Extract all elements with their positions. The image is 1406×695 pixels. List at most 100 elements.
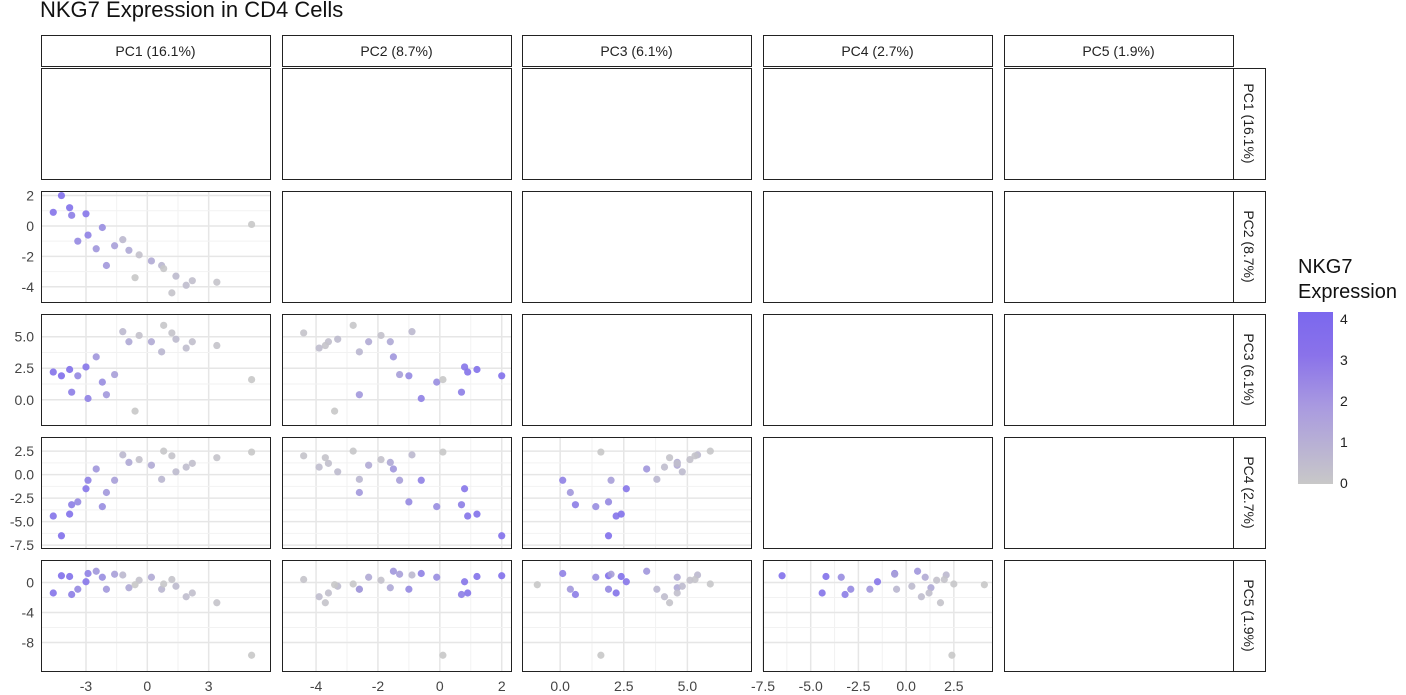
x-tick-label: 2.5	[944, 678, 964, 694]
data-point	[660, 593, 669, 601]
panel-border	[522, 560, 752, 672]
data-point	[643, 567, 651, 575]
data-point	[102, 261, 111, 270]
data-point	[131, 407, 139, 415]
data-point	[607, 570, 615, 578]
data-point	[57, 532, 66, 540]
data-point	[439, 651, 447, 659]
data-point	[457, 388, 466, 396]
panel-r3-c3	[522, 314, 752, 426]
data-point	[464, 512, 472, 520]
data-point	[66, 572, 74, 581]
data-point	[365, 573, 373, 581]
data-point	[321, 454, 329, 462]
data-point	[84, 476, 92, 484]
data-point	[665, 599, 674, 607]
facet-label-top-2: PC2 (8.7%)	[360, 43, 432, 59]
data-point	[837, 573, 845, 581]
data-point	[386, 458, 394, 466]
data-point	[355, 391, 363, 399]
data-point	[98, 503, 106, 511]
panel-border	[282, 191, 512, 303]
data-point	[321, 599, 329, 607]
data-point	[172, 335, 180, 343]
data-point	[673, 573, 681, 581]
x-tick-label: 0.0	[896, 678, 916, 694]
facet-strip-right-3	[1233, 314, 1266, 426]
data-point	[125, 458, 133, 466]
data-point	[355, 585, 363, 593]
x-tick-label: 0.0	[550, 678, 570, 694]
data-point	[334, 468, 342, 476]
data-point	[377, 455, 385, 464]
data-point	[665, 454, 674, 462]
data-point	[147, 257, 156, 265]
data-point	[68, 388, 76, 396]
data-point	[68, 501, 76, 509]
data-point	[172, 272, 180, 280]
data-point	[389, 353, 398, 361]
data-point	[691, 452, 699, 460]
chart-title: NKG7 Expression in CD4 Cells	[40, 0, 344, 22]
data-point	[158, 475, 166, 483]
y-tick-label: -5.0	[10, 514, 34, 530]
data-point	[315, 593, 323, 601]
data-point	[324, 459, 333, 467]
data-point	[160, 264, 168, 273]
data-point	[940, 575, 948, 584]
data-point	[405, 372, 413, 380]
data-point	[125, 246, 133, 254]
data-point	[498, 532, 506, 540]
data-point	[74, 372, 82, 380]
legend-tick-label: 2	[1340, 393, 1348, 410]
data-point	[135, 331, 143, 340]
data-point	[102, 488, 111, 497]
panel-r4-c5	[1004, 437, 1234, 549]
data-point	[604, 585, 613, 593]
data-point	[405, 498, 413, 506]
panel-border	[282, 314, 512, 426]
data-point	[433, 573, 441, 581]
data-point	[678, 582, 686, 590]
data-point	[188, 338, 196, 346]
data-point	[182, 463, 190, 471]
data-point	[102, 391, 111, 399]
data-point	[82, 485, 90, 493]
data-point	[706, 580, 714, 588]
legend-tick-label: 0	[1340, 475, 1348, 491]
facet-strip-top-4	[763, 35, 993, 67]
data-point	[355, 488, 363, 497]
data-point	[160, 580, 168, 588]
panel-border	[41, 191, 271, 303]
panel-r5-c2	[282, 560, 512, 672]
data-point	[592, 503, 600, 511]
data-point	[686, 455, 694, 464]
panel-r4-c4	[763, 437, 993, 549]
panel-border	[763, 314, 993, 426]
data-point	[533, 581, 541, 589]
data-point	[160, 447, 168, 455]
data-point	[147, 338, 156, 346]
data-point	[74, 498, 82, 506]
panel-border	[41, 314, 271, 426]
panel-border	[1004, 191, 1234, 303]
data-point	[111, 570, 119, 578]
data-point	[778, 572, 786, 580]
data-point	[300, 575, 308, 584]
data-point	[168, 452, 176, 460]
data-point	[925, 589, 933, 597]
data-point	[119, 236, 127, 244]
legend-title-line-2: Expression	[1298, 281, 1397, 303]
data-point	[331, 407, 339, 415]
panel-border	[763, 560, 993, 672]
x-tick-label: -2	[372, 678, 385, 694]
facet-label-top-1: PC1 (16.1%)	[115, 43, 195, 59]
data-point	[622, 485, 630, 493]
facet-label-top-4: PC4 (2.7%)	[841, 43, 913, 59]
panel-border	[1004, 68, 1234, 180]
x-tick-label: -7.5	[751, 678, 775, 694]
panel-border	[522, 314, 752, 426]
data-point	[389, 465, 398, 473]
data-point	[84, 569, 92, 578]
